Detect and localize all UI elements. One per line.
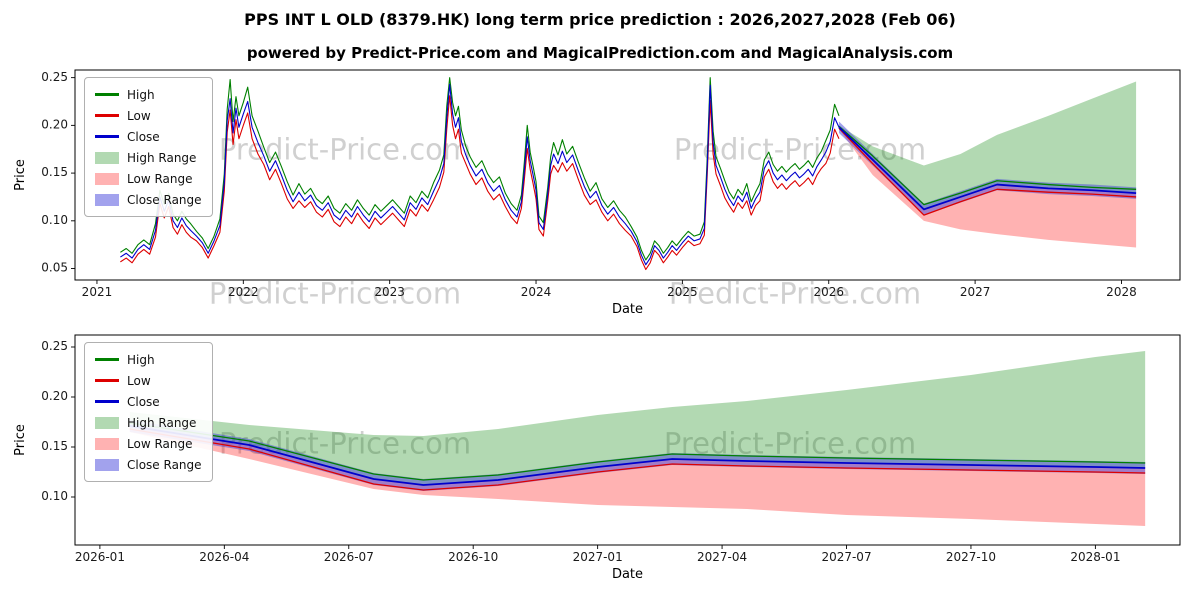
- low-swatch: [95, 114, 119, 117]
- close-swatch: [95, 135, 119, 138]
- legend-entry: Close: [95, 391, 202, 412]
- x-axis-label-top: Date: [611, 302, 644, 317]
- legend-label: Low: [127, 108, 151, 123]
- legend-entry: Close Range: [95, 189, 202, 210]
- y-axis-label-top: Price: [13, 159, 28, 191]
- legend-label: Low Range: [127, 436, 193, 451]
- legend-label: Low: [127, 373, 151, 388]
- figure-title: PPS INT L OLD (8379.HK) long term price …: [244, 10, 956, 29]
- legend-entry: Low: [95, 105, 202, 126]
- high-range-swatch: [95, 151, 119, 164]
- legend-label: Close Range: [127, 192, 202, 207]
- legend-label: High Range: [127, 150, 197, 165]
- legend-label: Close: [127, 394, 160, 409]
- y-axis-label-bottom: Price: [13, 424, 28, 456]
- legend-entry: Low Range: [95, 433, 202, 454]
- legend-entry: Close Range: [95, 454, 202, 475]
- legend-entry: High: [95, 84, 202, 105]
- low-range-swatch: [95, 437, 119, 450]
- high-swatch: [95, 93, 119, 96]
- legend-entry: Low Range: [95, 168, 202, 189]
- legend-label: High: [127, 352, 155, 367]
- close-range-swatch: [95, 193, 119, 206]
- legend-label: Close Range: [127, 457, 202, 472]
- legend-entry: High Range: [95, 412, 202, 433]
- close-range-swatch: [95, 458, 119, 471]
- legend-entry: High: [95, 349, 202, 370]
- legend-label: Low Range: [127, 171, 193, 186]
- legend-entry: Low: [95, 370, 202, 391]
- legend-entry: High Range: [95, 147, 202, 168]
- legend-label: High Range: [127, 415, 197, 430]
- figure-subtitle: powered by Predict-Price.com and Magical…: [246, 44, 954, 62]
- legend-entry: Close: [95, 126, 202, 147]
- x-axis-label-bottom: Date: [611, 567, 644, 582]
- high-range-swatch: [95, 416, 119, 429]
- legend-label: Close: [127, 129, 160, 144]
- legend: High Low Close High Range Low Range Close Ran…: [84, 342, 213, 482]
- legend: High Low Close High Range Low Range Close Ran…: [84, 77, 213, 217]
- high-swatch: [95, 358, 119, 361]
- close-swatch: [95, 400, 119, 403]
- legend-label: High: [127, 87, 155, 102]
- low-swatch: [95, 379, 119, 382]
- low-range-swatch: [95, 172, 119, 185]
